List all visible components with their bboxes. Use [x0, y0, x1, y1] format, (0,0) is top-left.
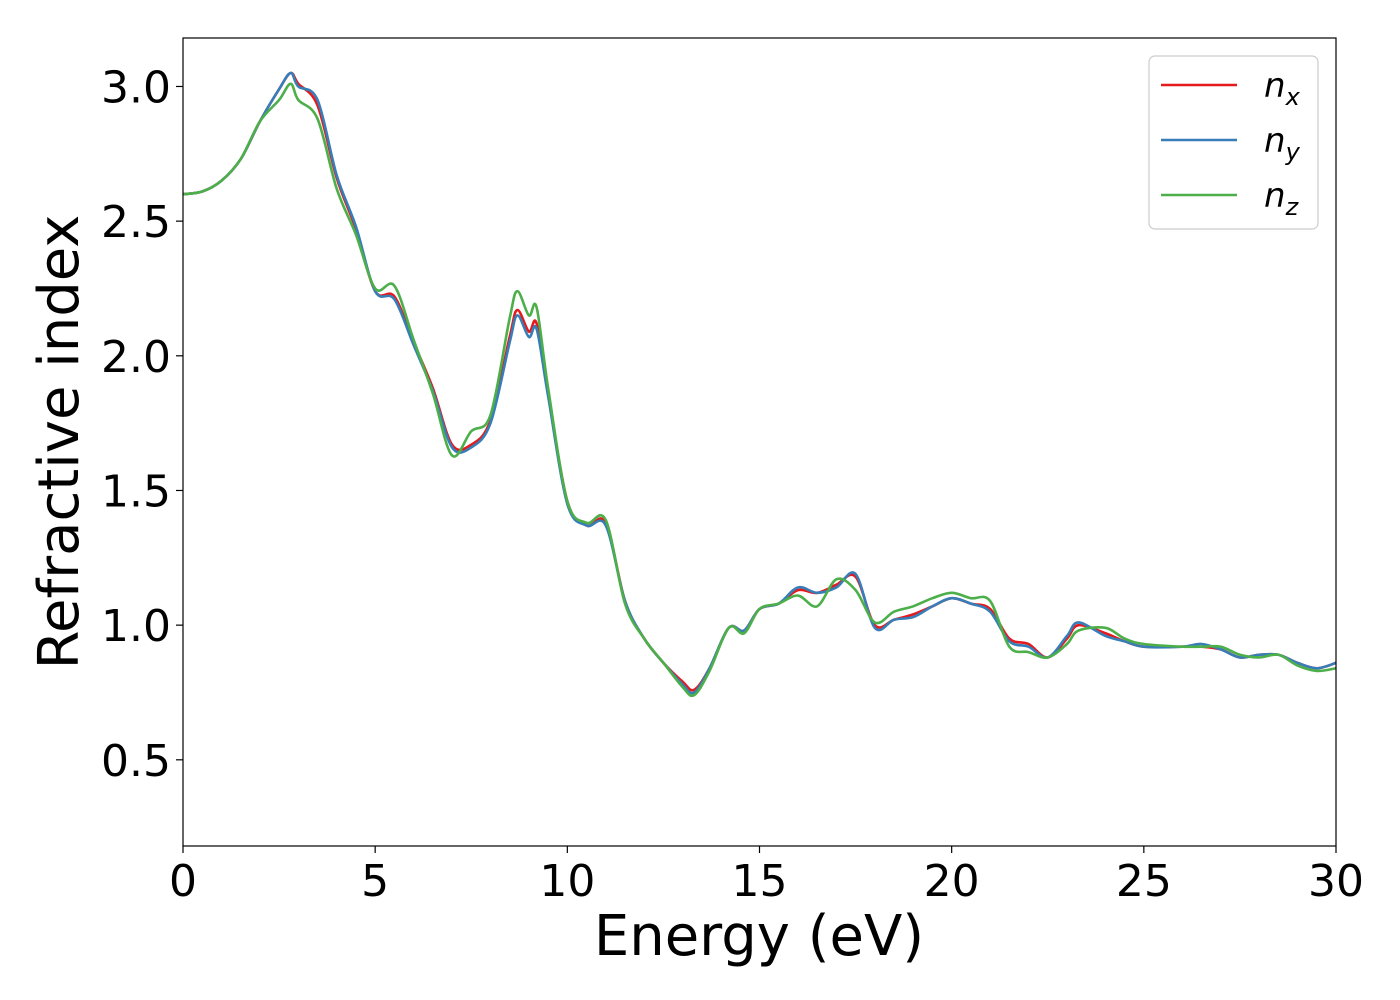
- y-tick-label: 0.5: [101, 736, 171, 787]
- series-lines: [182, 71, 1337, 698]
- y-tick-label: 2.0: [101, 332, 171, 383]
- x-tick-label: 15: [732, 856, 788, 907]
- y-axis-title: Refractive index: [27, 215, 92, 670]
- y-tick-label: 2.5: [101, 197, 171, 248]
- y-tick-label: 1.0: [101, 601, 171, 652]
- x-tick-label: 5: [361, 856, 389, 907]
- y-tick-label: 3.0: [101, 62, 171, 113]
- plot-area: [183, 38, 1336, 846]
- series-line-z: [182, 82, 1337, 698]
- legend-label-y: ny: [1264, 121, 1301, 166]
- legend-label-x: nx: [1264, 66, 1301, 111]
- x-axis-title: Energy (eV): [594, 904, 924, 969]
- x-tick-label: 10: [539, 856, 595, 907]
- x-tick-label: 0: [169, 856, 197, 907]
- legend-box: [1148, 55, 1319, 230]
- x-tick-label: 20: [924, 856, 980, 907]
- y-tick-label: 1.5: [101, 466, 171, 517]
- legend: nx ny nz: [1148, 55, 1319, 230]
- x-tick-label: 30: [1308, 856, 1364, 907]
- legend-label-z: nz: [1264, 176, 1300, 221]
- y-axis-ticks: 0.5 1.0 1.5 2.0 2.5 3.0: [101, 62, 183, 787]
- x-tick-label: 25: [1116, 856, 1172, 907]
- x-axis-ticks: 0 5 10 15 20 25 30: [169, 846, 1364, 907]
